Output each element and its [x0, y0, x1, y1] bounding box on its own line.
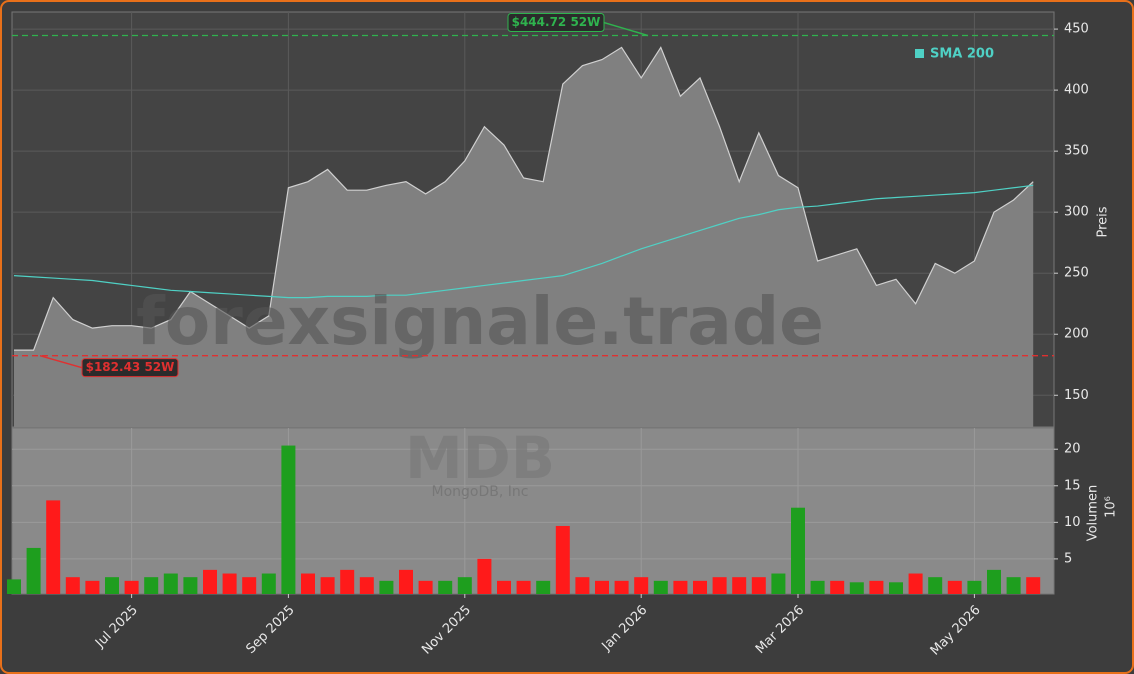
volume-bar — [810, 580, 825, 594]
volume-bar — [595, 580, 609, 594]
volume-bar — [46, 500, 61, 594]
volume-bar — [516, 580, 531, 594]
volume-bar — [242, 577, 257, 594]
price-area — [14, 47, 1034, 427]
annotation-box — [81, 358, 179, 378]
sma-line — [13, 184, 1034, 299]
volume-bar — [497, 580, 511, 594]
y-tick-label: 450 — [1064, 22, 1089, 37]
volume-bar — [477, 558, 492, 594]
volume-bar — [771, 573, 786, 594]
volume-unit: 10⁶ — [1104, 496, 1119, 518]
volume-bar — [928, 577, 943, 594]
volume-bar — [65, 577, 80, 594]
volume-axis-label: Volumen — [1086, 485, 1101, 542]
volume-bar — [418, 580, 433, 594]
y-tick-label: 150 — [1064, 388, 1089, 403]
volume-bar — [222, 573, 237, 594]
volume-bar — [438, 580, 453, 594]
volume-bar — [830, 580, 845, 594]
volume-bar — [693, 580, 707, 594]
volume-bar — [791, 507, 805, 594]
y-tick-label: 400 — [1064, 83, 1089, 98]
volume-bar — [947, 580, 962, 594]
y-tick-label: 200 — [1064, 327, 1089, 342]
volume-bar — [987, 569, 1001, 594]
volume-bar — [124, 580, 139, 594]
volume-bar — [732, 577, 747, 594]
watermark: forexsignale.trade — [136, 283, 824, 360]
volume-bar — [555, 525, 570, 594]
annotation-arrow — [603, 21, 649, 37]
annotation-label: $444.72 52W — [512, 15, 601, 29]
y-tick-label: 5 — [1064, 551, 1072, 566]
volume-bar — [379, 580, 394, 594]
y-tick-label: 15 — [1064, 478, 1081, 493]
y-axis-label: Preis — [1096, 206, 1111, 237]
volume-bar — [967, 580, 982, 594]
volume-bar — [144, 577, 159, 594]
annotation-label: $182.43 52W — [86, 360, 175, 374]
volume-bar — [359, 577, 374, 594]
y-tick-label: 350 — [1064, 144, 1089, 159]
volume-bar — [7, 579, 21, 594]
volume-bar — [26, 547, 41, 594]
volume-bar — [85, 580, 100, 594]
volume-bar — [1026, 577, 1041, 594]
volume-bar — [634, 577, 649, 594]
volume-bar — [536, 580, 551, 594]
volume-bar — [869, 580, 884, 594]
volume-bar — [908, 573, 923, 594]
volume-bar — [105, 577, 119, 594]
volume-bar — [889, 582, 903, 594]
volume-bar — [614, 580, 629, 594]
legend-label: SMA 200 — [930, 47, 994, 62]
volume-bar — [163, 573, 178, 594]
volume-bar — [301, 573, 315, 594]
volume-bar — [340, 569, 355, 594]
volume-bar — [261, 573, 276, 594]
volume-bar — [653, 580, 668, 594]
annotation-box — [507, 13, 605, 33]
y-tick-label: 10 — [1064, 515, 1081, 530]
volume-bar — [203, 569, 217, 594]
volume-bar — [399, 569, 413, 594]
legend-swatch — [915, 49, 924, 58]
volume-bar — [712, 577, 727, 594]
annotation-arrow — [39, 354, 83, 369]
volume-bar — [281, 445, 296, 594]
volume-bar — [673, 580, 688, 594]
volume-bar — [1006, 577, 1021, 594]
ticker-watermark: MDB — [405, 424, 555, 492]
volume-bar — [751, 577, 766, 594]
volume-bar — [457, 577, 472, 594]
volume-bar — [183, 577, 198, 594]
volume-bar — [575, 577, 590, 594]
y-tick-label: 20 — [1064, 442, 1081, 457]
volume-bar — [849, 582, 864, 594]
price-line — [14, 46, 1034, 351]
y-tick-label: 250 — [1064, 266, 1089, 281]
y-tick-label: 300 — [1064, 205, 1089, 220]
company-watermark: MongoDB, Inc — [432, 484, 529, 500]
volume-bar — [320, 577, 335, 594]
volume-panel — [11, 427, 1055, 595]
